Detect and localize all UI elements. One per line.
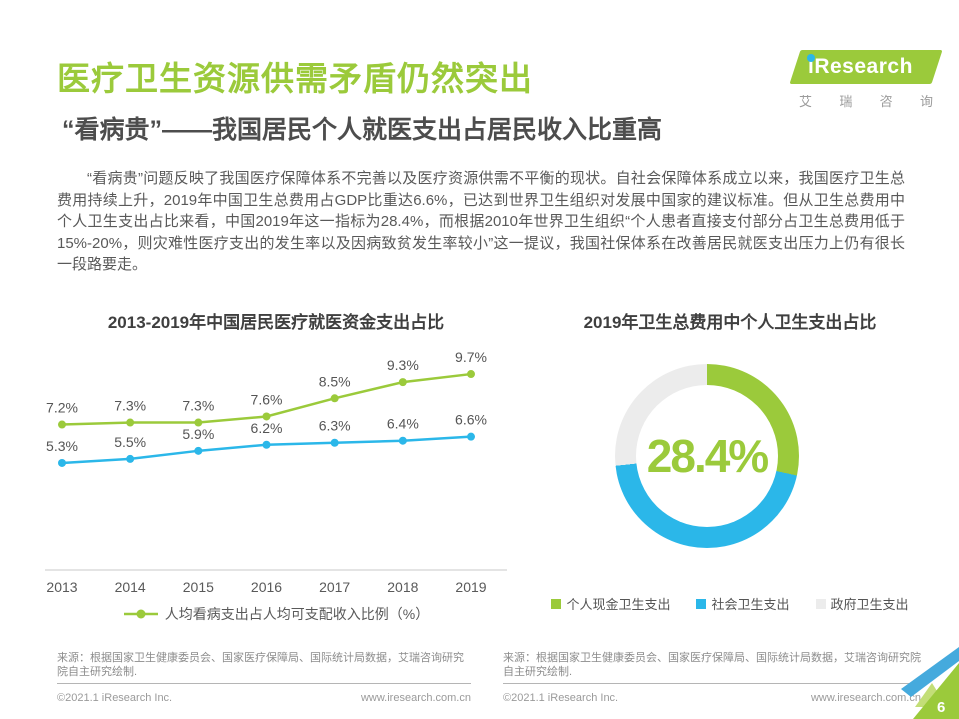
legend-label: 社会卫生支出: [711, 597, 790, 612]
data-point: [262, 440, 271, 449]
donut-legend-item: 个人现金卫生支出: [551, 594, 670, 613]
donut-legend: 个人现金卫生支出 社会卫生支出 政府卫生支出: [518, 594, 942, 613]
data-label: 6.3%: [319, 418, 351, 434]
logo-i-dot-icon: [807, 54, 815, 62]
page-subtitle: “看病贵”——我国居民个人就医支出占居民收入比重高: [62, 116, 663, 144]
legend-label: 个人现金卫生支出: [566, 597, 671, 612]
line-legend-label: 人均看病支出占人均可支配收入比例（%）: [164, 606, 430, 622]
logo-chinese-char: 咨: [879, 94, 893, 109]
footer-left: 来源：根据国家卫生健康委员会、国家医疗保障局、国际统计局数据，艾瑞咨询研究院自主…: [57, 651, 471, 704]
x-axis-tick-label: 2017: [319, 579, 350, 595]
donut-chart-title: 2019年卫生总费用中个人卫生支出占比: [583, 313, 877, 332]
line-chart-legend: 人均看病支出占人均可支配收入比例（%）: [45, 604, 507, 624]
copyright-row-right: ©2021.1 iResearch Inc. www.iresearch.com…: [503, 692, 921, 704]
data-label: 7.3%: [114, 398, 146, 414]
iresearch-logo: iResearch 艾 瑞 咨 询: [789, 50, 943, 110]
legend-swatch-icon: [551, 598, 562, 609]
footer-divider-left: [57, 683, 471, 684]
donut-center-value: 28.4%: [646, 430, 769, 482]
data-label: 8.5%: [319, 373, 351, 389]
corner-decoration: 6: [901, 647, 959, 719]
data-point: [330, 394, 339, 403]
data-point: [194, 418, 203, 427]
website-url: www.iresearch.com.cn: [360, 692, 471, 704]
line-chart-title: 2013-2019年中国居民医疗就医资金支出占比: [107, 313, 445, 332]
legend-swatch-icon: [696, 598, 707, 609]
line-chart-svg: 2013 2014 2015 2016 2017 2018 2019 7.2% 7.3% 7.3%…: [45, 349, 507, 595]
data-point: [330, 438, 339, 447]
copyright-text: ©2021.1 iResearch Inc.: [57, 692, 173, 704]
x-axis-tick-label: 2014: [115, 579, 146, 595]
data-point: [126, 454, 135, 463]
data-point: [467, 432, 475, 441]
line-chart-section: 2013-2019年中国居民医疗就医资金支出占比 2013 2014 2015 201…: [45, 300, 507, 624]
logo-chinese-char: 瑞: [839, 94, 853, 109]
x-axis-tick-label: 2015: [183, 579, 214, 595]
page-title: 医疗卫生资源供需矛盾仍然突出: [57, 60, 533, 97]
data-label: 5.5%: [114, 434, 146, 450]
donut-hole: 28.4%: [636, 385, 778, 527]
source-note-left: 来源：根据国家卫生健康委员会、国家医疗保障局、国际统计局数据，艾瑞咨询研究院自主…: [57, 652, 464, 678]
data-point: [398, 378, 407, 387]
website-url: www.iresearch.com.cn: [810, 692, 921, 704]
page-number: 6: [937, 699, 945, 716]
footer-divider-right: [503, 683, 921, 684]
data-label: 7.3%: [182, 398, 214, 414]
data-label: 7.6%: [251, 391, 283, 407]
data-label: 9.3%: [387, 357, 419, 373]
footer-right: 来源：根据国家卫生健康委员会、国家医疗保障局、国际统计局数据，艾瑞咨询研究院自主…: [503, 651, 921, 704]
data-label: 5.3%: [46, 438, 78, 454]
donut-chart-section: 2019年卫生总费用中个人卫生支出占比 28.4% 个人现金卫生支出 社会卫生支出…: [518, 300, 942, 613]
iresearch-logo-text: iResearch: [808, 55, 913, 78]
data-point: [262, 412, 271, 421]
data-label: 9.7%: [455, 349, 487, 365]
donut-legend-item: 社会卫生支出: [696, 594, 790, 613]
data-label: 5.9%: [182, 426, 214, 442]
line-legend-marker-icon: [123, 609, 158, 619]
data-point: [58, 458, 66, 467]
legend-swatch-icon: [815, 598, 826, 609]
data-point: [398, 436, 407, 445]
data-label: 6.4%: [387, 416, 419, 432]
copyright-row-left: ©2021.1 iResearch Inc. www.iresearch.com…: [57, 692, 471, 704]
copyright-text: ©2021.1 iResearch Inc.: [503, 692, 619, 704]
x-axis-tick-label: 2019: [455, 579, 486, 595]
data-label: 7.2%: [46, 400, 78, 416]
donut-legend-item: 政府卫生支出: [815, 594, 909, 613]
x-axis-tick-label: 2016: [251, 579, 282, 595]
corner-green-triangle: [913, 663, 959, 719]
donut-chart: 28.4%: [615, 364, 799, 548]
iresearch-logo-chinese: 艾瑞咨询: [795, 91, 937, 110]
data-label: 6.6%: [455, 412, 487, 428]
data-point: [467, 370, 475, 379]
data-label: 6.2%: [251, 420, 283, 436]
data-point: [58, 420, 66, 429]
source-note-right: 来源：根据国家卫生健康委员会、国家医疗保障局、国际统计局数据，艾瑞咨询研究院自主…: [503, 652, 921, 678]
data-point: [126, 418, 135, 427]
corner-blue-ribbon: [901, 647, 959, 697]
logo-chinese-char: 艾: [799, 94, 813, 109]
x-axis-tick-label: 2018: [387, 579, 418, 595]
x-axis-tick-label: 2013: [46, 579, 77, 595]
data-point: [194, 446, 203, 455]
legend-label: 政府卫生支出: [830, 597, 909, 612]
logo-chinese-char: 询: [919, 94, 933, 109]
intro-paragraph: “看病贵”问题反映了我国医疗保障体系不完善以及医疗资源供需不平衡的现状。自社会保…: [57, 170, 905, 274]
